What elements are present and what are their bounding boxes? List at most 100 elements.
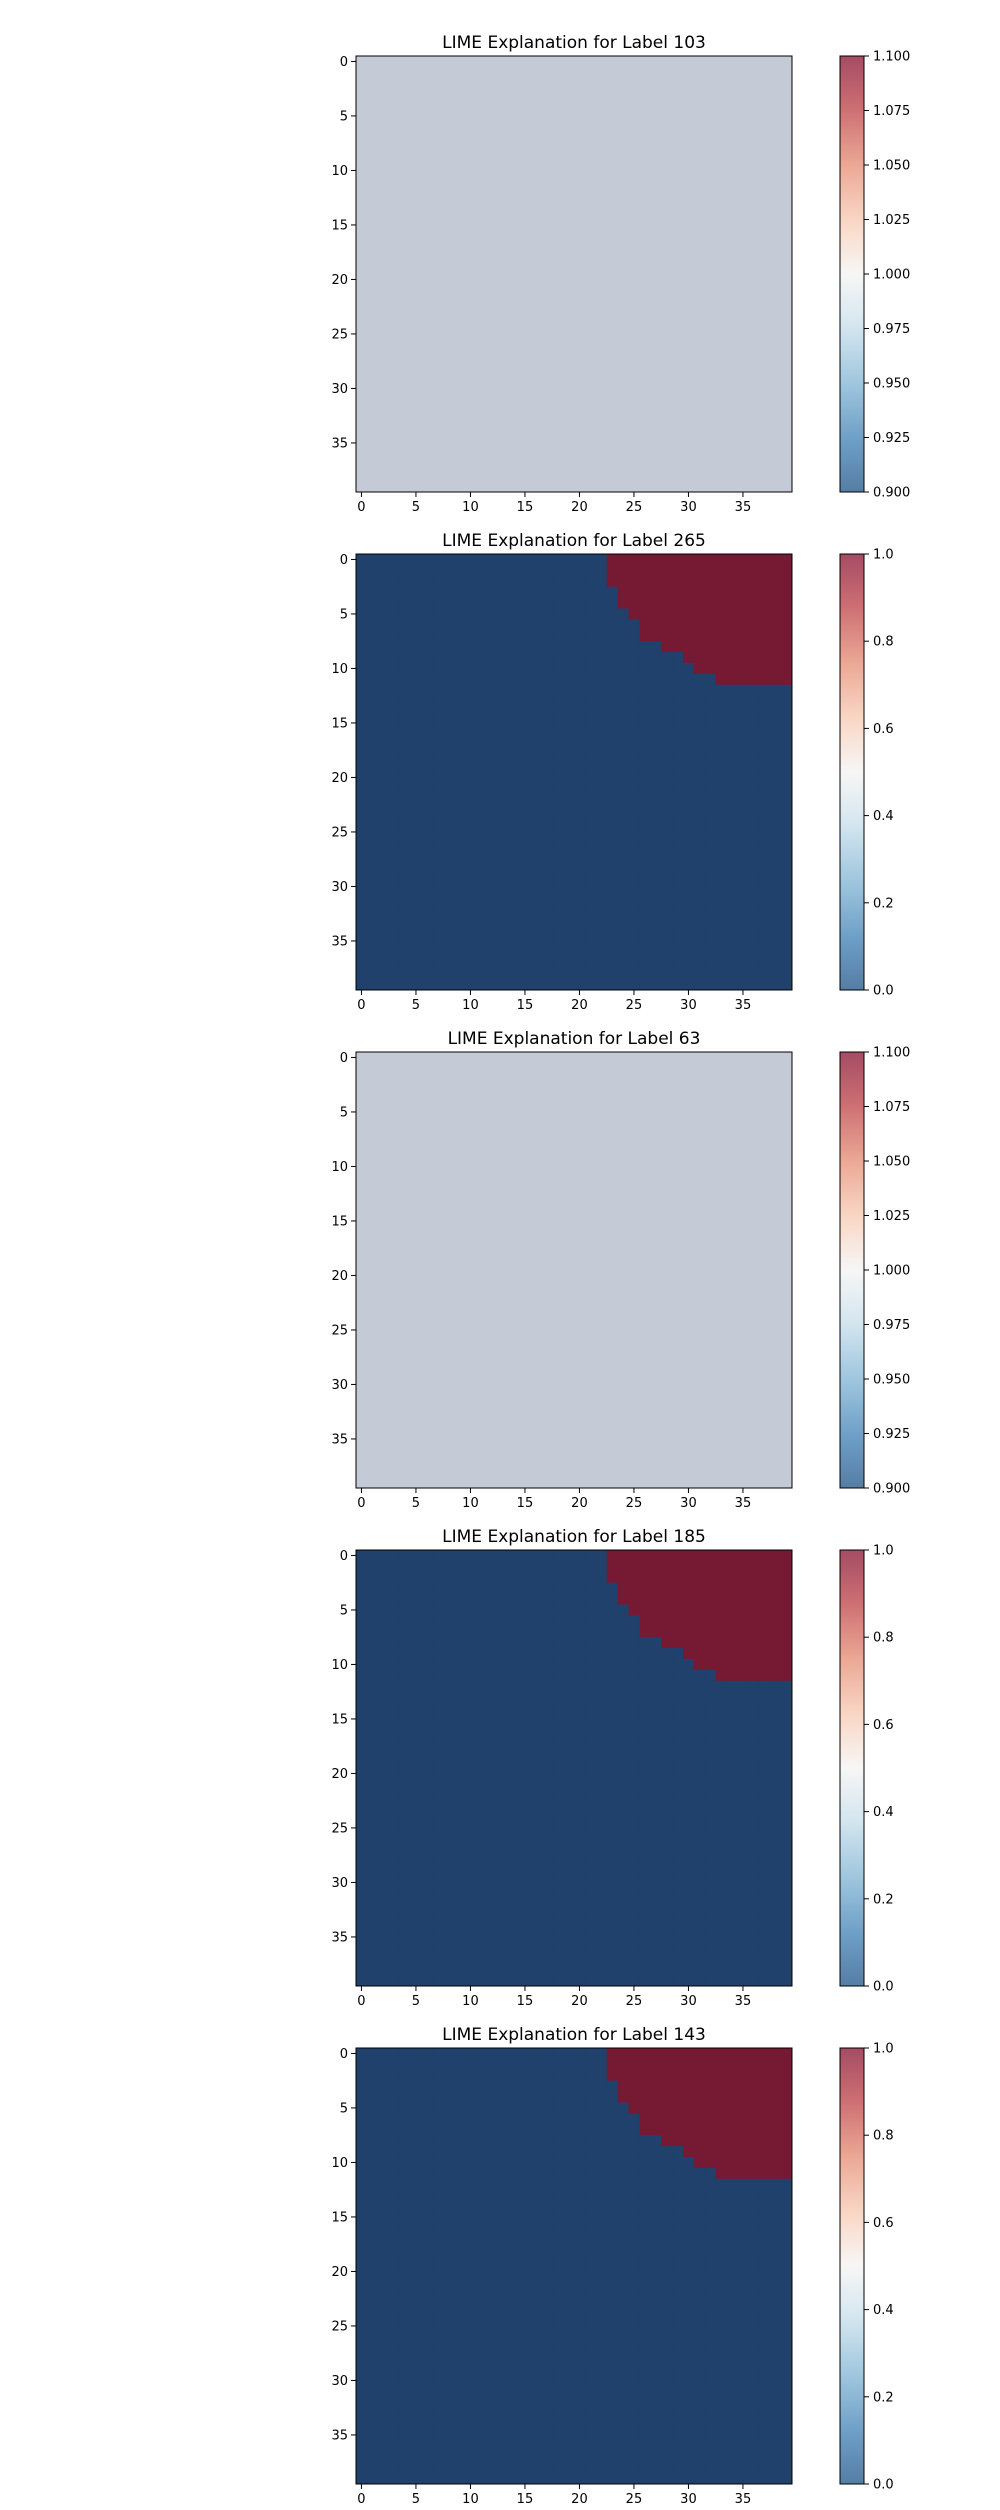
heatmap-cell (607, 761, 618, 772)
heatmap-cell (541, 132, 552, 143)
heatmap-cell (454, 438, 465, 449)
heatmap-cell (661, 946, 672, 957)
heatmap-cell (465, 329, 476, 340)
heatmap-cell (716, 718, 727, 729)
heatmap-cell (770, 827, 781, 838)
heatmap-cell (716, 957, 727, 968)
heatmap-cell (781, 663, 792, 674)
heatmap-cell (748, 154, 759, 165)
heatmap-cell (367, 1455, 378, 1466)
heatmap-cell (705, 1063, 716, 1074)
heatmap-cell (694, 1139, 705, 1150)
heatmap-cell (367, 1194, 378, 1205)
heatmap-cell (639, 470, 650, 481)
heatmap-cell (421, 154, 432, 165)
heatmap-cell (465, 903, 476, 914)
heatmap-cell (520, 209, 531, 220)
heatmap-cell (356, 1161, 367, 1172)
heatmap-cell (738, 576, 749, 587)
heatmap-cell (530, 1128, 541, 1139)
heatmap-cell (705, 1390, 716, 1401)
heatmap-cell (738, 739, 749, 750)
heatmap-cell (705, 361, 716, 372)
heatmap-cell (781, 1128, 792, 1139)
heatmap-cell (639, 1052, 650, 1063)
heatmap-cell (443, 892, 454, 903)
heatmap-cell (552, 1423, 563, 1434)
heatmap-cell (400, 652, 411, 663)
heatmap-cell (378, 837, 389, 848)
heatmap-cell (367, 405, 378, 416)
heatmap-cell (596, 609, 607, 620)
heatmap-cell (574, 619, 585, 630)
heatmap-cell (618, 1455, 629, 1466)
heatmap-cell (607, 837, 618, 848)
heatmap-cell (356, 459, 367, 470)
heatmap-cell (738, 565, 749, 576)
heatmap-cell (618, 132, 629, 143)
heatmap-cell (672, 198, 683, 209)
heatmap-cell (727, 1477, 738, 1488)
heatmap-cell (378, 339, 389, 350)
heatmap-cell (411, 892, 422, 903)
heatmap-cell (716, 1303, 727, 1314)
heatmap-cell (389, 859, 400, 870)
heatmap-cell (563, 372, 574, 383)
heatmap-cell (400, 470, 411, 481)
heatmap-cell (574, 67, 585, 78)
heatmap-cell (629, 674, 640, 685)
heatmap-cell (683, 274, 694, 285)
heatmap-cell (781, 1172, 792, 1183)
heatmap-cell (770, 718, 781, 729)
heatmap-cell (585, 470, 596, 481)
heatmap-cell (356, 663, 367, 674)
heatmap-cell (367, 1434, 378, 1445)
heatmap-cell (356, 827, 367, 838)
heatmap-cell (716, 1346, 727, 1357)
heatmap-cell (454, 241, 465, 252)
heatmap-cell (716, 56, 727, 67)
heatmap-cell (716, 946, 727, 957)
heatmap-cell (618, 554, 629, 565)
heatmap-cell (716, 230, 727, 241)
heatmap-cell (596, 481, 607, 492)
heatmap-cell (411, 772, 422, 783)
heatmap-cell (476, 78, 487, 89)
heatmap-cell (421, 361, 432, 372)
heatmap-cell (530, 1052, 541, 1063)
heatmap-cell (520, 1117, 531, 1128)
heatmap-cell (727, 329, 738, 340)
heatmap-cell (607, 892, 618, 903)
heatmap-cell (781, 285, 792, 296)
heatmap-cell (389, 132, 400, 143)
heatmap-cell (596, 329, 607, 340)
heatmap-cell (781, 641, 792, 652)
heatmap-cell (541, 1346, 552, 1357)
heatmap-cell (541, 1248, 552, 1259)
heatmap-cell (411, 252, 422, 263)
heatmap-cell (530, 968, 541, 979)
heatmap-cell (356, 339, 367, 350)
heatmap-cell (694, 1292, 705, 1303)
heatmap-cell (574, 848, 585, 859)
heatmap-cell (574, 1368, 585, 1379)
heatmap-cell (759, 936, 770, 947)
heatmap-cell (454, 1117, 465, 1128)
heatmap-cell (727, 554, 738, 565)
heatmap-cell (509, 1368, 520, 1379)
heatmap-cell (421, 100, 432, 111)
heatmap-cell (629, 1074, 640, 1085)
colorbar-tick-label: 1.000 (873, 1264, 910, 1279)
heatmap-cell (661, 925, 672, 936)
heatmap-cell (629, 1226, 640, 1237)
heatmap-cell (596, 1259, 607, 1270)
heatmap-cell (509, 565, 520, 576)
heatmap-cell (509, 405, 520, 416)
heatmap-cell (378, 448, 389, 459)
heatmap-cell (389, 565, 400, 576)
heatmap-cell (552, 772, 563, 783)
heatmap-cell (509, 1183, 520, 1194)
heatmap-cell (759, 78, 770, 89)
heatmap-cell (487, 241, 498, 252)
heatmap-cell (367, 1172, 378, 1183)
